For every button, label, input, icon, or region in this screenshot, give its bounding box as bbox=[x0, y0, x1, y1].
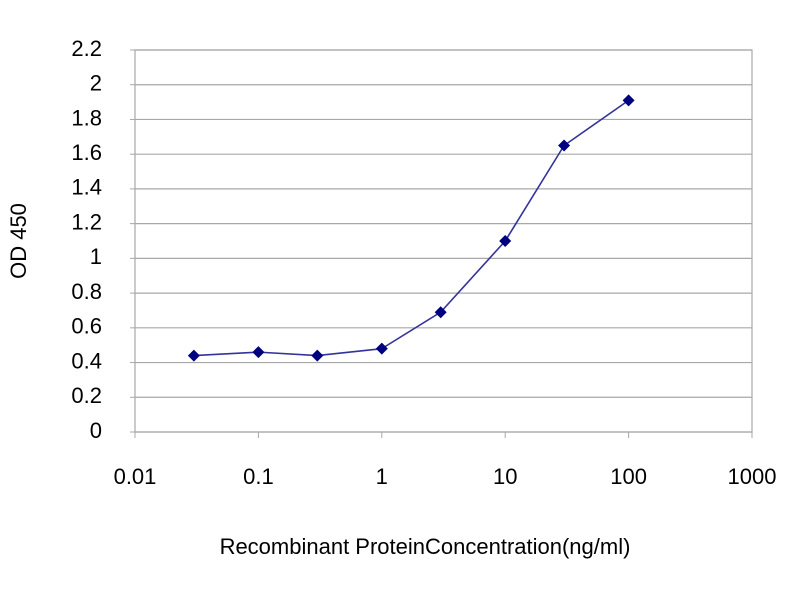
y-tick-label: 0.6 bbox=[71, 314, 102, 339]
data-marker bbox=[622, 94, 635, 107]
x-tick-label: 0.1 bbox=[243, 464, 274, 489]
y-tick-label: 1.2 bbox=[71, 209, 102, 234]
y-axis-label: OD 450 bbox=[6, 203, 31, 279]
x-tick-label: 0.01 bbox=[114, 464, 157, 489]
y-tick-label: 2 bbox=[90, 71, 102, 96]
x-tick-label: 1 bbox=[376, 464, 388, 489]
y-tick-label: 0.2 bbox=[71, 383, 102, 408]
x-tick-label: 1000 bbox=[728, 464, 777, 489]
data-marker bbox=[558, 139, 571, 152]
y-tick-label: 1.8 bbox=[71, 105, 102, 130]
data-marker bbox=[434, 306, 447, 319]
y-tick-label: 0.4 bbox=[71, 348, 102, 373]
x-tick-label: 100 bbox=[610, 464, 647, 489]
data-marker bbox=[187, 349, 200, 362]
x-tick-label: 10 bbox=[493, 464, 517, 489]
plot-area bbox=[134, 49, 753, 433]
y-tick-label: 2.2 bbox=[71, 36, 102, 61]
data-marker bbox=[375, 342, 388, 355]
y-tick-label: 0.8 bbox=[71, 279, 102, 304]
data-line bbox=[193, 99, 630, 357]
y-tick-label: 0 bbox=[90, 418, 102, 443]
y-tick-label: 1.6 bbox=[71, 140, 102, 165]
y-tick-label: 1 bbox=[90, 244, 102, 269]
data-marker bbox=[311, 349, 324, 362]
data-marker bbox=[499, 235, 512, 247]
x-axis-label: Recombinant ProteinConcentration(ng/ml) bbox=[220, 534, 631, 559]
data-marker bbox=[252, 346, 265, 359]
y-tick-label: 1.4 bbox=[71, 175, 102, 200]
